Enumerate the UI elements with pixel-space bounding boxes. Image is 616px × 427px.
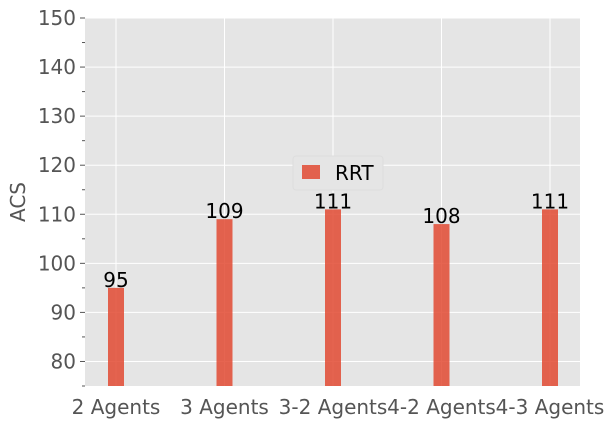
x-tick-label: 3 Agents <box>180 395 269 419</box>
bar <box>325 209 341 386</box>
y-tick-label: 110 <box>38 202 76 226</box>
y-tick-label: 130 <box>38 104 76 128</box>
y-tick-label: 80 <box>51 349 76 373</box>
data-label: 111 <box>314 189 352 213</box>
legend-label-rrt: RRT <box>335 161 374 185</box>
y-tick-label: 140 <box>38 55 76 79</box>
x-tick-labels: 2 Agents 3 Agents 3-2 Agents 4-2 Agents 4-3 … <box>72 395 605 419</box>
x-tick-label: 2 Agents <box>72 395 161 419</box>
bar <box>433 224 450 386</box>
legend: RRT <box>292 155 384 191</box>
data-label: 109 <box>205 199 243 223</box>
x-tick-label: 3-2 Agents <box>279 395 388 419</box>
data-label: 108 <box>422 204 460 228</box>
y-axis-label: ACS <box>6 182 30 222</box>
bar <box>108 287 124 386</box>
x-tick-label: 4-2 Agents <box>387 395 496 419</box>
y-tick-label: 90 <box>51 300 76 324</box>
bars <box>108 209 558 386</box>
bar <box>542 209 558 386</box>
y-minor-ticks <box>82 42 85 387</box>
legend-box <box>292 155 384 191</box>
y-tick-label: 100 <box>38 251 76 275</box>
data-label: 111 <box>531 189 569 213</box>
bar <box>216 219 233 386</box>
data-label: 95 <box>103 268 128 292</box>
x-tick-label: 4-3 Agents <box>496 395 605 419</box>
y-tick-labels: 80 90 100 110 120 130 140 150 <box>38 6 85 373</box>
legend-swatch-rrt <box>302 165 320 179</box>
data-labels: 95 109 111 108 111 <box>103 189 569 292</box>
y-tick-label: 120 <box>38 153 76 177</box>
y-tick-label: 150 <box>38 6 76 30</box>
